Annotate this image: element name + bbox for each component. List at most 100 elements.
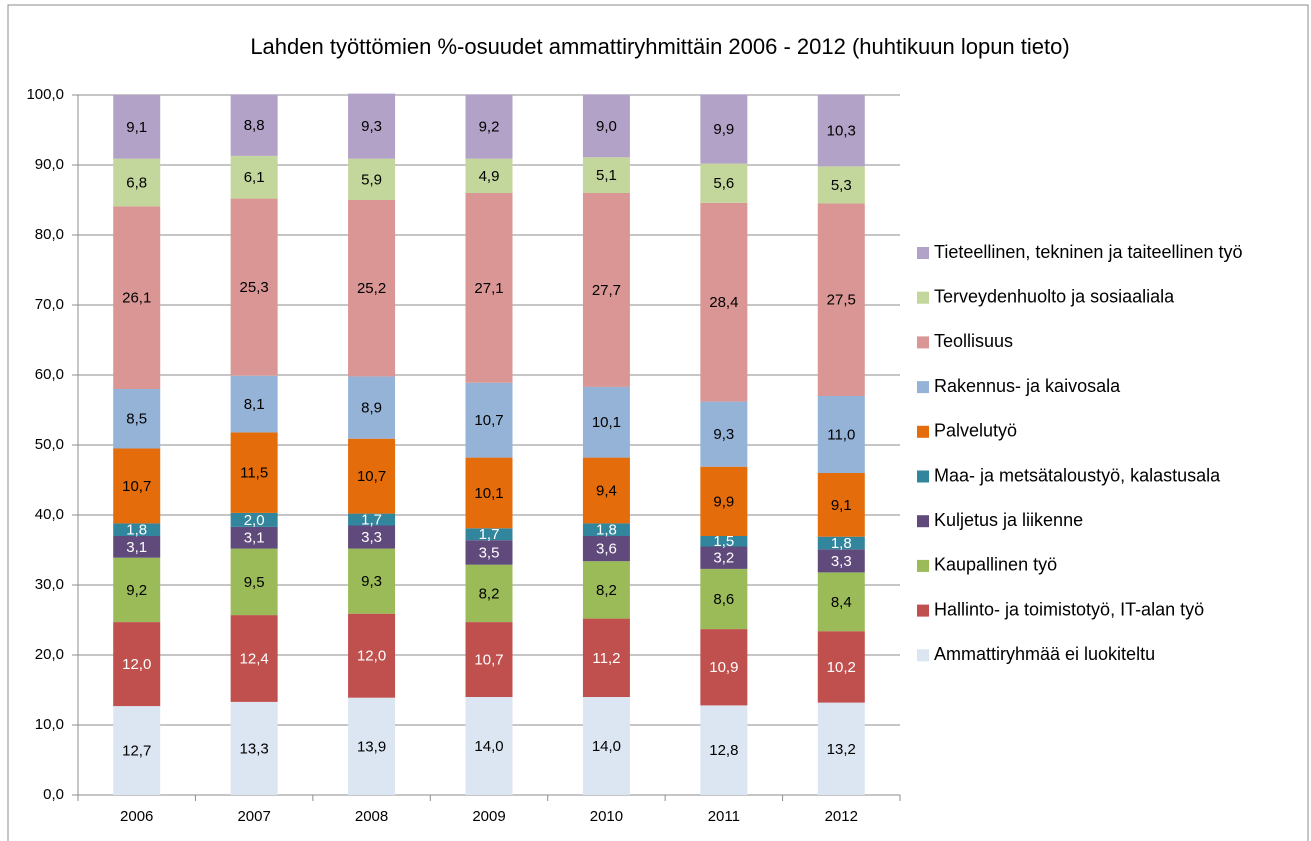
y-tick-label: 90,0 [35, 156, 64, 173]
bar-segment [113, 706, 161, 795]
bar-segment [700, 568, 748, 630]
bar-segment [700, 705, 748, 795]
data-label: 9,3 [361, 118, 382, 135]
bar-segment [817, 572, 865, 632]
bar-segment [230, 155, 278, 199]
legend-swatch [917, 559, 929, 572]
bar-segment [700, 94, 748, 164]
data-label: 1,8 [126, 522, 147, 539]
bar-segment [113, 557, 161, 623]
data-label: 5,1 [596, 167, 617, 184]
legend-label: Ammattiryhmää ei luokiteltu [934, 644, 1155, 664]
y-tick-label: 100,0 [26, 86, 64, 103]
bar-segment [113, 158, 161, 207]
bar-segment [465, 697, 513, 795]
data-label: 14,0 [592, 738, 621, 755]
data-label: 10,7 [474, 412, 503, 429]
bar-segment [817, 702, 865, 795]
x-tick-label: 2010 [590, 808, 623, 825]
data-label: 27,5 [827, 292, 856, 309]
data-label: 13,2 [827, 741, 856, 758]
data-label: 27,7 [592, 282, 621, 299]
legend-swatch [917, 336, 929, 349]
data-label: 2,0 [244, 512, 265, 529]
data-label: 10,7 [474, 652, 503, 669]
bar-segment [348, 548, 396, 614]
bar-segment [348, 158, 396, 200]
data-label: 9,2 [126, 582, 147, 599]
bar-segment [700, 163, 748, 203]
bar-segment [700, 629, 748, 706]
data-label: 25,3 [240, 279, 269, 296]
bar-segment [582, 536, 630, 562]
y-tick-label: 10,0 [35, 716, 64, 733]
data-label: 3,3 [831, 553, 852, 570]
data-label: 1,7 [479, 526, 500, 543]
data-label: 8,4 [831, 594, 852, 611]
data-label: 8,8 [244, 117, 265, 134]
data-label: 25,2 [357, 280, 386, 297]
data-label: 8,5 [126, 411, 147, 428]
data-label: 3,3 [361, 529, 382, 546]
data-label: 9,1 [126, 119, 147, 136]
bar-segment [230, 701, 278, 795]
data-label: 9,9 [713, 493, 734, 510]
data-label: 5,9 [361, 171, 382, 188]
data-label: 1,7 [361, 512, 382, 529]
data-label: 11,0 [827, 426, 855, 443]
bar-segment [348, 200, 396, 377]
bar-segment [700, 546, 748, 569]
bar-segment [465, 94, 513, 159]
bar-segment [348, 697, 396, 795]
x-tick-label: 2007 [237, 808, 270, 825]
data-label: 10,1 [474, 485, 503, 502]
bar-segment [817, 549, 865, 573]
data-label: 12,7 [122, 743, 151, 760]
legend-swatch [917, 470, 929, 483]
data-label: 13,3 [240, 740, 269, 757]
bar-segment [230, 432, 278, 513]
data-label: 28,4 [709, 294, 738, 311]
data-label: 14,0 [474, 738, 503, 755]
bar-segment [465, 382, 513, 458]
y-tick-label: 60,0 [35, 366, 64, 383]
data-label: 9,4 [596, 482, 617, 499]
bar-segment [817, 94, 865, 167]
bar-segment [700, 202, 748, 402]
data-label: 10,2 [827, 659, 856, 676]
data-label: 10,7 [357, 468, 386, 485]
legend-label: Kuljetus ja liikenne [934, 510, 1083, 530]
bar-segment [230, 526, 278, 549]
bar-segment [348, 93, 396, 159]
bar-segment [817, 473, 865, 537]
chart-title: Lahden työttömien %-osuudet ammattiryhmi… [250, 34, 1069, 59]
bar-segment [230, 548, 278, 616]
bar-segment [465, 540, 513, 565]
bar-segment [348, 513, 396, 526]
bar-segment [582, 697, 630, 795]
data-label: 8,2 [479, 585, 500, 602]
data-label: 1,8 [596, 522, 617, 539]
legend-swatch [917, 649, 929, 662]
y-tick-label: 40,0 [35, 506, 64, 523]
data-label: 10,9 [709, 659, 738, 676]
data-label: 9,3 [361, 573, 382, 590]
chart-frame [7, 4, 1309, 841]
data-label: 27,1 [474, 280, 503, 297]
bar-segment [465, 528, 513, 541]
bar-segment [230, 512, 278, 527]
legend-swatch [917, 604, 929, 617]
data-label: 10,3 [827, 122, 856, 139]
legend-label: Teollisuus [934, 331, 1013, 351]
x-tick-label: 2011 [708, 808, 740, 825]
bar-segment [348, 613, 396, 698]
data-label: 9,9 [713, 121, 734, 138]
bar-segment [113, 622, 161, 707]
bar-segment [348, 438, 396, 514]
data-label: 12,0 [357, 648, 386, 665]
bar-segment [113, 206, 161, 389]
bar-segment [465, 158, 513, 193]
x-tick-label: 2006 [120, 808, 153, 825]
data-label: 5,6 [713, 175, 734, 192]
bar-segment [700, 466, 748, 536]
